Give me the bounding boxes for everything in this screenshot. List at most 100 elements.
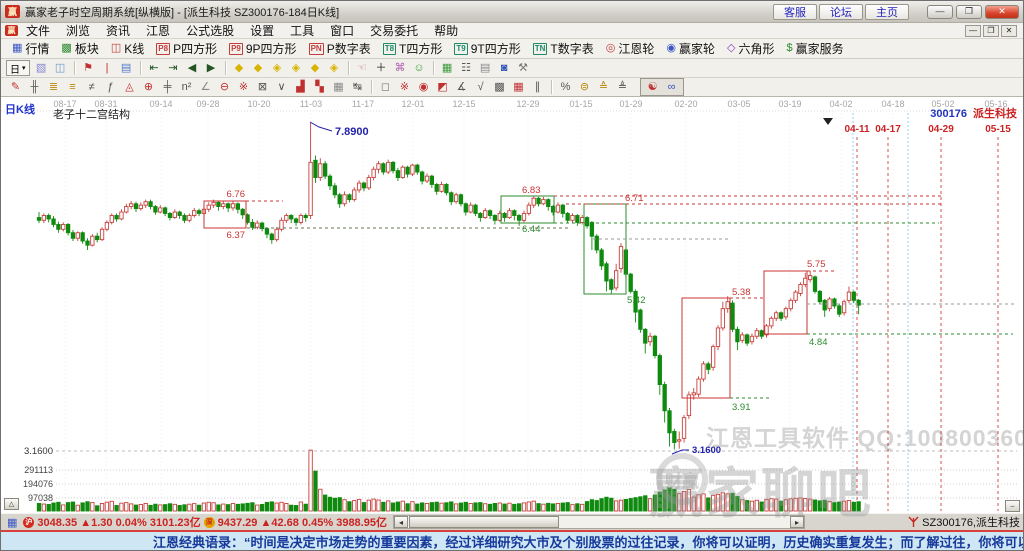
circle-line-tool-icon[interactable]: ⊖ [219,80,230,93]
toolbar-button-赢家轮[interactable]: ◉ 赢家轮 [661,39,720,58]
marker-face-tool-icon[interactable]: ☺ [413,61,425,74]
flag-tool-icon[interactable]: ⚑ [83,61,93,74]
ruler-tool-icon[interactable]: ╪ [163,80,172,93]
gann-diamond-3-icon[interactable]: ◈ [272,61,282,74]
check-lines-tool-icon[interactable]: √ [477,80,484,93]
menu-江恩[interactable]: 江恩 [146,24,171,38]
candle-style-tool-icon[interactable]: | [105,61,109,74]
target-tool-icon[interactable]: ◉ [418,80,429,93]
gann-lines-tool-icon[interactable]: ≡ [69,80,76,93]
quick-button-主页[interactable]: 主页 [865,3,909,20]
gold-circle-tool-icon[interactable]: ⊜ [579,80,590,93]
fan-tool-icon[interactable]: ※ [399,80,410,93]
restore-button[interactable]: ❐ [956,4,982,19]
gann-diamond-6-icon[interactable]: ◈ [329,61,339,74]
gann-grid-tool-icon[interactable]: ≣ [48,80,59,93]
menu-资讯[interactable]: 资讯 [106,24,131,38]
period-day-button[interactable]: 日 ▾ [6,60,30,76]
prev-bar-icon[interactable]: ◀ [187,61,197,74]
dual-panel-tool-icon[interactable]: ◫ [54,61,66,74]
volume-pane-collapse-button[interactable]: △ [4,498,19,510]
pencil-tool-icon[interactable]: ✎ [10,80,21,93]
gann-diamond-2-icon[interactable]: ◆ [253,61,263,74]
strike-lines-tool-icon[interactable]: ≠ [88,80,95,93]
menu-工具[interactable]: 工具 [290,24,315,38]
toolbar-button-行情[interactable]: ▦ 行情 [7,39,54,58]
toolbar-button-9T四方形[interactable]: T9 9T四方形 [449,39,525,58]
delta-tool-icon[interactable]: ≜ [617,80,628,93]
v-pattern-tool-icon[interactable]: ∨ [277,80,286,93]
scroll-left-arrow[interactable]: ◂ [393,516,408,528]
report-tool-icon[interactable]: ▤ [479,61,491,74]
width-tool-icon[interactable]: ↹ [352,80,363,93]
dense-grid-tool-icon[interactable]: ▩ [494,80,505,93]
scrollbar-thumb[interactable] [408,516,559,528]
save-tool-icon[interactable]: ◙ [500,61,508,74]
gann-diamond-5-icon[interactable]: ◆ [310,61,320,74]
yin-yang-tool-icon[interactable]: ☯ [647,80,658,93]
next-bar-icon[interactable]: ▶ [206,61,216,74]
shenzhen-index-icon[interactable]: 深 [203,516,215,528]
calculator-tool-icon[interactable]: ☷ [461,61,471,74]
chart-horizontal-scrollbar[interactable]: ◂ ▸ [392,515,805,529]
toolbar-button-P数字表[interactable]: PN P数字表 [304,39,376,58]
apex-tool-icon[interactable]: ◬ [125,80,134,93]
shanghai-index-icon[interactable]: 沪 [23,516,35,528]
menu-浏览[interactable]: 浏览 [66,24,91,38]
mdi-minimize-button[interactable]: — [965,24,981,37]
first-bar-icon[interactable]: ⇤ [149,61,159,74]
menu-文件[interactable]: 文件 [26,24,51,38]
blocks-tool-icon[interactable]: ▚ [315,80,324,93]
parallel-lines-tool-icon[interactable]: ∥ [534,80,541,93]
gann-diamond-4-icon[interactable]: ◈ [291,61,301,74]
red-grid-tool-icon[interactable]: ▦ [513,80,524,93]
minimize-button[interactable]: — [927,4,953,19]
toolbar-button-P四方形[interactable]: P8 P四方形 [151,39,222,58]
hatch-tool-icon[interactable]: ╫ [30,80,39,93]
chart-minimize-button[interactable]: – [1005,500,1020,512]
market-grid-icon[interactable]: ▦ [7,516,18,529]
close-button[interactable]: ✕ [985,4,1019,19]
shade-box-tool-icon[interactable]: ◩ [437,80,448,93]
menu-交易委托[interactable]: 交易委托 [370,24,419,38]
toolbar-button-板块[interactable]: ▩ 板块 [56,39,103,58]
crosshair-tool-icon[interactable]: ＋ [375,61,387,74]
rays-tool-icon[interactable]: ※ [238,80,249,93]
infinity-wave-tool-icon[interactable]: ∞ [667,80,676,93]
calendar-tool-icon[interactable]: ▦ [441,61,453,74]
spiral-tool-icon[interactable]: ƒ [107,80,114,93]
square-number-tool-icon[interactable]: n² [181,80,192,93]
tower-tool-icon[interactable]: ▟ [296,80,305,93]
mdi-close-button[interactable]: ✕ [1001,24,1017,37]
gann-tools-icon[interactable]: ⌘ [394,61,406,74]
toolbar-button-T数字表[interactable]: TN T数字表 [528,39,599,58]
menu-窗口[interactable]: 窗口 [330,24,355,38]
toolbar-button-江恩轮[interactable]: ◎ 江恩轮 [601,39,660,58]
grid-box-tool-icon[interactable]: ▦ [333,80,344,93]
circle-cross-tool-icon[interactable]: ⊕ [143,80,154,93]
toolbar-button-赢家服务[interactable]: $ 赢家服务 [782,39,849,58]
capture-tool-icon[interactable]: ▧ [35,61,47,74]
angle-arc-tool-icon[interactable]: ∡ [456,80,467,93]
toolbar-button-六角形[interactable]: ◇ 六角形 [722,39,779,58]
quick-button-论坛[interactable]: 论坛 [819,3,863,20]
percent-tool-icon[interactable]: % [560,80,571,93]
gann-diamond-1-icon[interactable]: ◆ [234,61,244,74]
last-bar-icon[interactable]: ⇥ [168,61,178,74]
menu-公式选股[interactable]: 公式选股 [186,24,235,38]
toolbar-button-T四方形[interactable]: T8 T四方形 [378,39,448,58]
toolbar-button-K线[interactable]: ◫ K线 [106,39,149,58]
scroll-right-arrow[interactable]: ▸ [789,516,804,528]
tab-daily-kline[interactable]: 日K线 [5,104,35,116]
select-box-tool-icon[interactable]: ◻ [380,80,391,93]
menu-帮助[interactable]: 帮助 [434,24,459,38]
box-x-tool-icon[interactable]: ⊠ [257,80,268,93]
level-tool-icon[interactable]: ≙ [598,80,609,93]
list-tool-icon[interactable]: ▤ [120,61,132,74]
quick-button-客服[interactable]: 客服 [773,3,817,20]
menu-设置[interactable]: 设置 [250,24,275,38]
pan-hand-tool-icon[interactable]: ☜ [357,61,367,74]
mdi-restore-button[interactable]: ❐ [983,24,999,37]
angle-tool-icon[interactable]: ∠ [200,80,211,93]
service-tool-icon[interactable]: ⚒ [518,61,528,74]
